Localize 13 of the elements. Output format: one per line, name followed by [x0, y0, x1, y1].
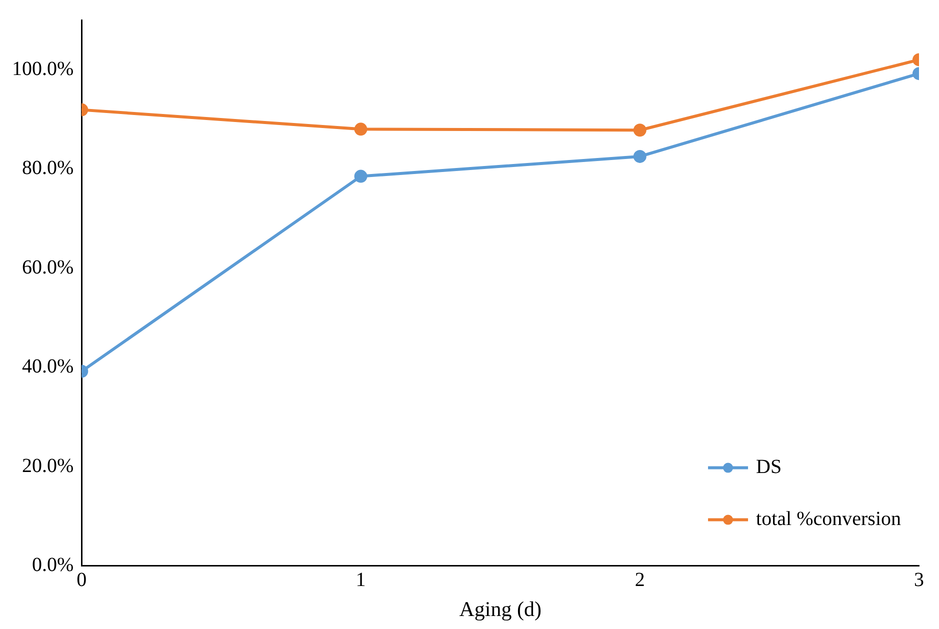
y-tick-label: 20.0% [22, 454, 74, 477]
y-tick-label: 100.0% [12, 58, 74, 80]
y-tick-label: 40.0% [22, 356, 74, 378]
x-tick-label: 1 [356, 569, 366, 592]
legend-label: total %conversion [756, 508, 902, 530]
x-tick-label: 0 [76, 569, 87, 592]
y-tick-label: 0.0% [32, 554, 74, 576]
x-axis-title: Aging (d) [459, 596, 542, 621]
x-tick-label: 3 [914, 569, 924, 592]
y-tick-label: 60.0% [22, 256, 74, 278]
y-tick-label: 80.0% [22, 157, 74, 180]
legend-label: DS [756, 456, 782, 478]
x-tick-label: 2 [634, 569, 645, 592]
